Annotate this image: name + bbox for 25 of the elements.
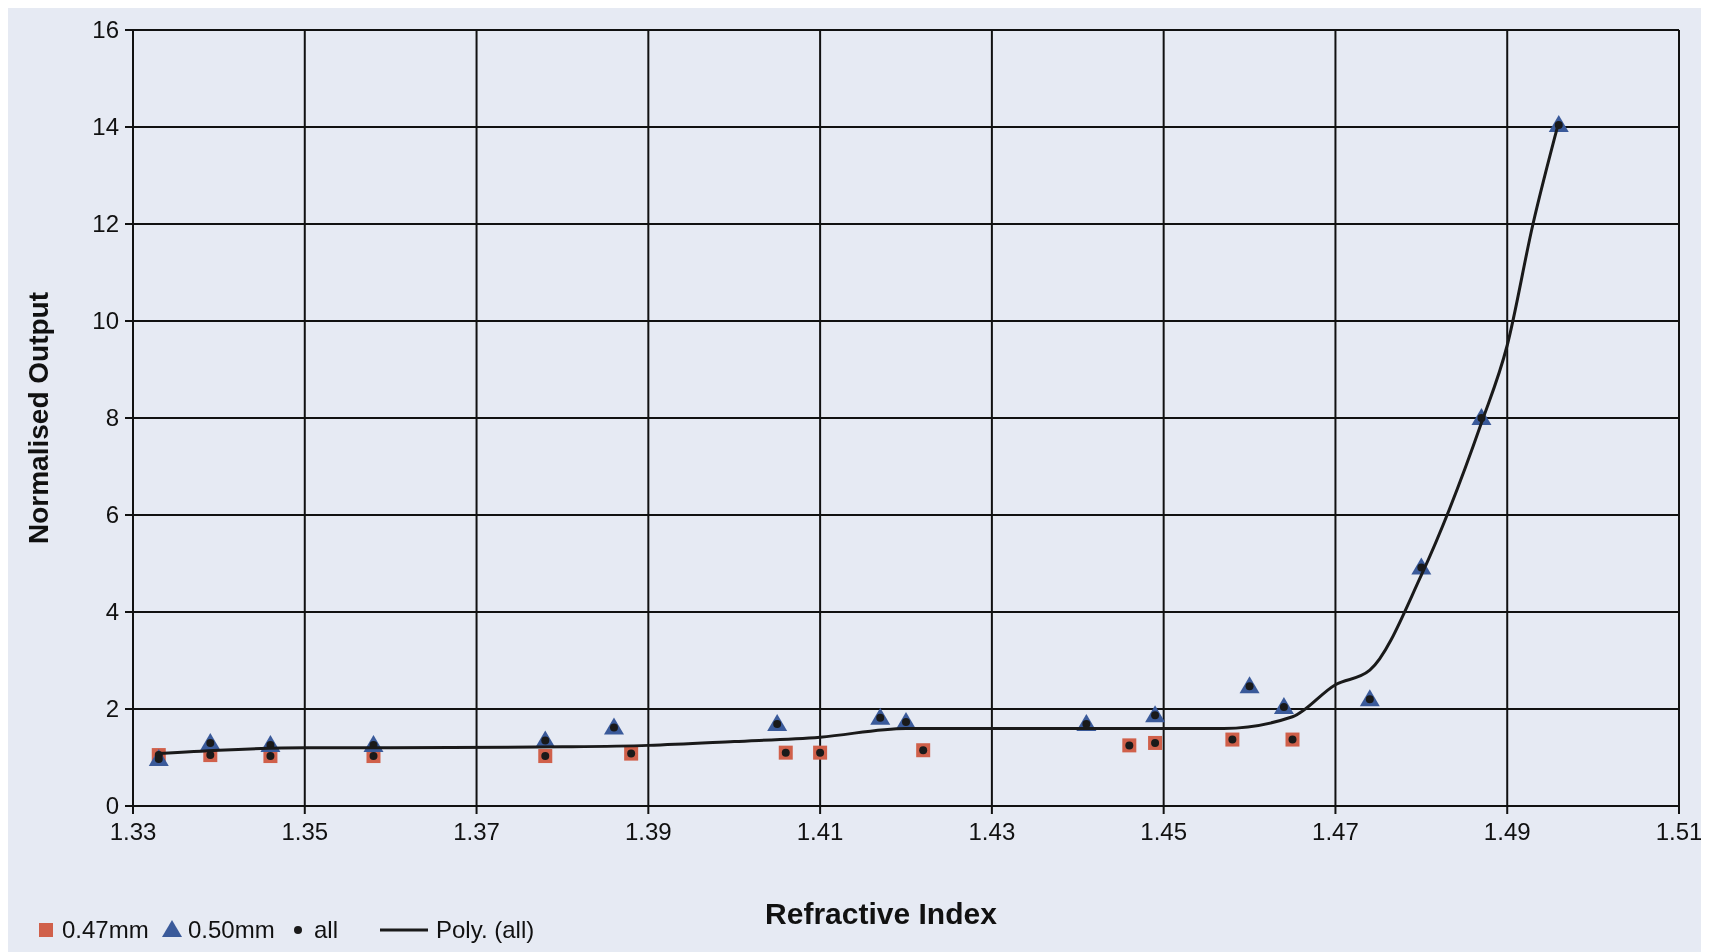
x-tick-label: 1.47	[1312, 818, 1359, 845]
legend-label: 0.47mm	[62, 916, 149, 943]
y-tick-label: 16	[92, 16, 119, 43]
x-tick-label: 1.39	[624, 818, 672, 845]
y-axis-title: Normalised Output	[23, 291, 54, 545]
legend-label: Poly. (all)	[436, 916, 535, 943]
y-tick-label: 6	[105, 501, 119, 528]
legend-label: 0.50mm	[188, 916, 275, 943]
y-tick-label: 12	[92, 210, 119, 237]
x-tick-label: 1.41	[796, 818, 844, 845]
y-tick-label: 14	[92, 113, 119, 140]
y-tick-label: 10	[92, 307, 119, 334]
y-tick-label: 4	[105, 598, 119, 625]
x-tick-label: 1.45	[1140, 818, 1188, 845]
x-tick-label: 1.35	[281, 818, 329, 845]
legend-label: all	[314, 916, 339, 943]
x-tick-label: 1.43	[968, 818, 1016, 845]
x-tick-label: 1.37	[453, 818, 500, 845]
y-tick-label: 0	[105, 792, 119, 819]
x-tick-label: 1.33	[109, 818, 157, 845]
y-tick-label: 2	[105, 695, 119, 722]
x-tick-label: 1.49	[1483, 818, 1531, 845]
y-tick-label: 8	[105, 404, 119, 431]
x-axis-title: Refractive Index	[765, 897, 998, 930]
x-tick-label: 1.51	[1655, 818, 1703, 845]
